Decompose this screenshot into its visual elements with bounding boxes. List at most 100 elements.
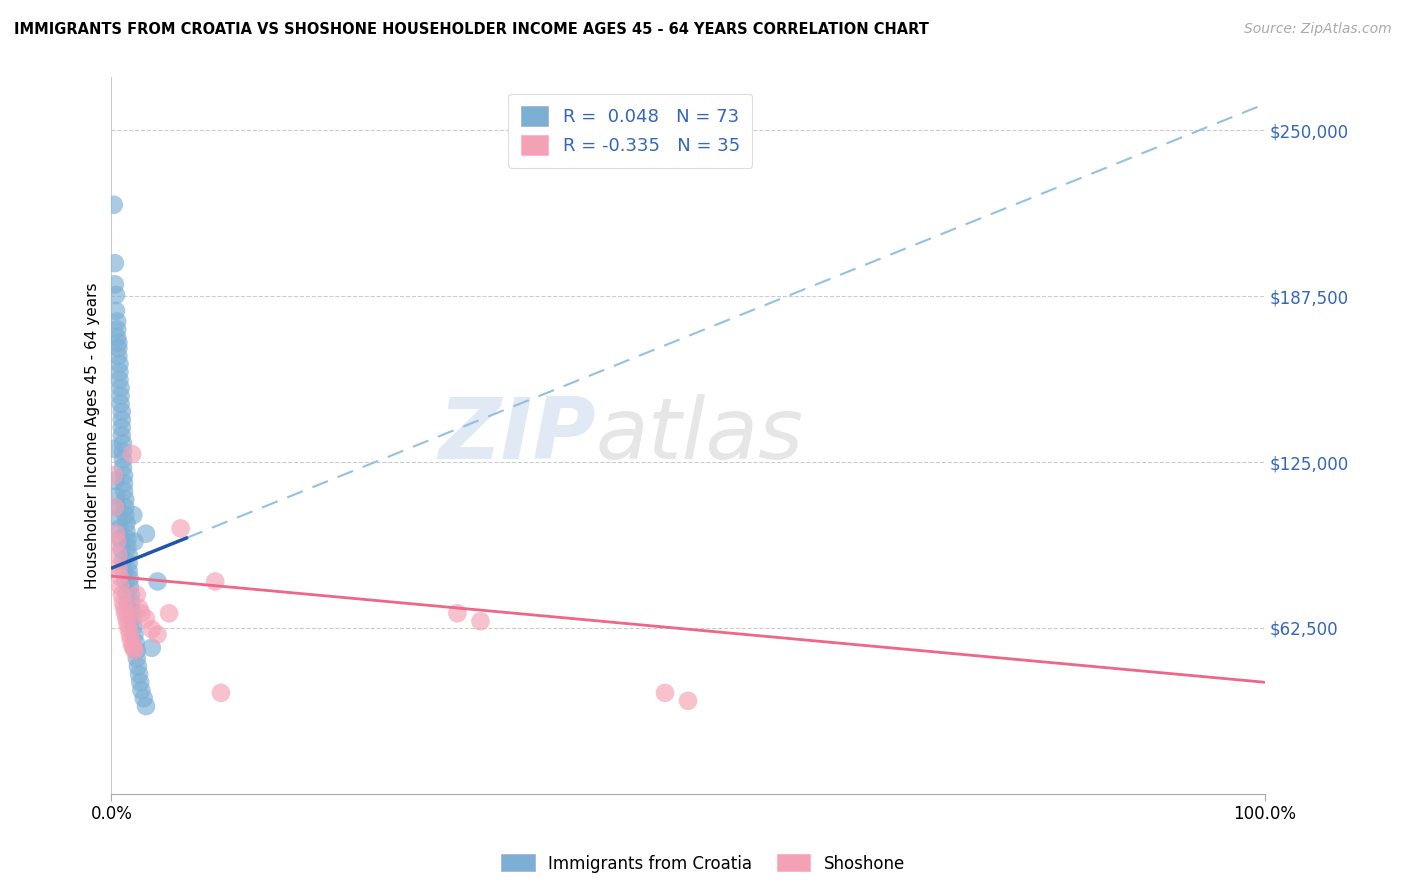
Point [105, 288, 128, 302]
Point [141, 640, 163, 655]
Point [117, 532, 139, 546]
Point [115, 585, 138, 599]
Point [114, 607, 136, 621]
Point [146, 574, 169, 589]
Point [128, 667, 150, 681]
Point [114, 500, 136, 515]
Point [111, 596, 134, 610]
Y-axis label: Householder Income Ages 45 - 64 years: Householder Income Ages 45 - 64 years [86, 282, 100, 589]
Point [111, 588, 134, 602]
Point [117, 596, 139, 610]
Point [111, 553, 134, 567]
Point [112, 476, 135, 491]
Point [122, 508, 145, 523]
Point [120, 632, 142, 647]
Text: Source: ZipAtlas.com: Source: ZipAtlas.com [1244, 22, 1392, 37]
Point [204, 574, 226, 589]
Point [118, 627, 141, 641]
Point [135, 526, 157, 541]
Point [121, 604, 143, 618]
Point [111, 420, 134, 434]
Point [110, 381, 132, 395]
Point [105, 500, 128, 515]
Point [135, 699, 157, 714]
Point [169, 521, 191, 535]
Point [117, 616, 139, 631]
Point [115, 524, 138, 538]
Point [470, 614, 492, 628]
Point [135, 611, 157, 625]
Point [125, 643, 148, 657]
Point [105, 322, 128, 336]
Point [108, 569, 131, 583]
Point [111, 460, 134, 475]
Point [118, 622, 141, 636]
Point [111, 428, 134, 442]
Point [124, 534, 146, 549]
Point [115, 611, 138, 625]
Point [120, 596, 142, 610]
Point [124, 643, 146, 657]
Point [114, 508, 136, 523]
Point [124, 635, 146, 649]
Point [131, 607, 153, 621]
Text: IMMIGRANTS FROM CROATIA VS SHOSHONE HOUSEHOLDER INCOME AGES 45 - 64 YEARS CORREL: IMMIGRANTS FROM CROATIA VS SHOSHONE HOUS… [14, 22, 929, 37]
Point [105, 526, 128, 541]
Point [111, 452, 134, 467]
Point [108, 521, 131, 535]
Point [107, 335, 129, 350]
Point [122, 619, 145, 633]
Point [105, 330, 128, 344]
Point [107, 548, 129, 562]
Point [105, 490, 128, 504]
Point [121, 447, 143, 461]
Point [111, 405, 134, 419]
Point [105, 314, 128, 328]
Point [118, 580, 141, 594]
Point [111, 436, 134, 450]
Point [112, 484, 135, 499]
Point [132, 691, 155, 706]
Point [112, 564, 135, 578]
Point [118, 572, 141, 586]
Point [146, 627, 169, 641]
Point [446, 607, 468, 621]
Point [676, 694, 699, 708]
Text: atlas: atlas [596, 394, 804, 477]
Legend: R =  0.048   N = 73, R = -0.335   N = 35: R = 0.048 N = 73, R = -0.335 N = 35 [509, 94, 752, 168]
Point [105, 534, 128, 549]
Point [104, 256, 127, 270]
Point [209, 686, 232, 700]
Point [122, 640, 145, 655]
Point [125, 588, 148, 602]
Point [110, 580, 132, 594]
Point [128, 601, 150, 615]
Point [104, 474, 127, 488]
Point [121, 611, 143, 625]
Point [103, 198, 125, 212]
Point [120, 588, 142, 602]
Point [127, 659, 149, 673]
Point [112, 468, 135, 483]
Point [654, 686, 676, 700]
Point [114, 492, 136, 507]
Point [104, 500, 127, 515]
Point [107, 510, 129, 524]
Point [108, 357, 131, 371]
Point [107, 561, 129, 575]
Point [124, 627, 146, 641]
Point [105, 304, 128, 318]
Point [112, 601, 135, 615]
Point [121, 638, 143, 652]
Point [110, 397, 132, 411]
Point [115, 516, 138, 530]
Point [111, 542, 134, 557]
Text: ZIP: ZIP [439, 394, 596, 477]
Point [131, 683, 153, 698]
Point [104, 277, 127, 292]
Point [111, 444, 134, 458]
Point [107, 341, 129, 355]
Point [118, 548, 141, 562]
Point [118, 556, 141, 570]
Point [157, 607, 180, 621]
